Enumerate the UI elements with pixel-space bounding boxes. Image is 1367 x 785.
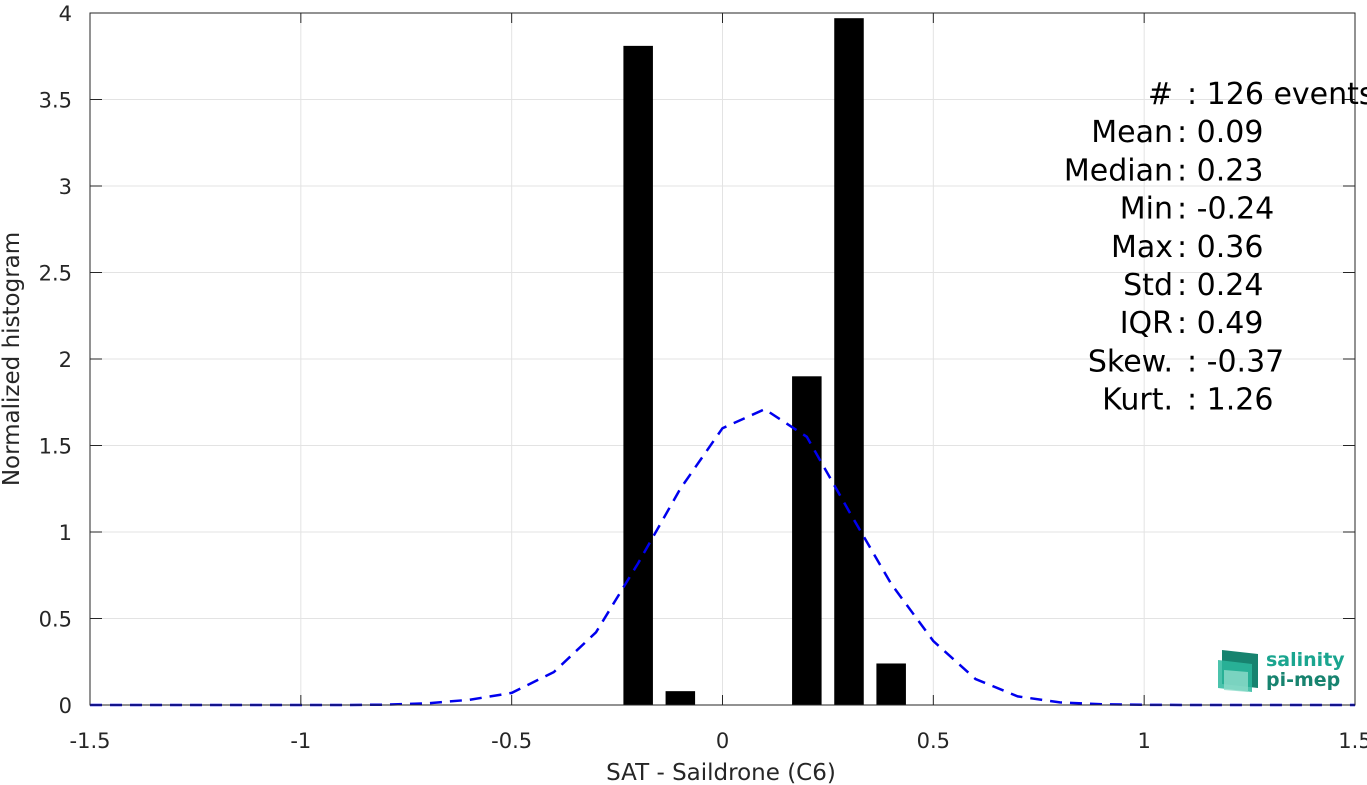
x-axis-ticks: -1.5 -1 -0.5 0 0.5 1 1.5 [70, 13, 1367, 753]
y-tick-label: 0.5 [39, 608, 72, 632]
salinity-pi-mep-logo: salinity pi-mep [1218, 649, 1345, 692]
stat-label: Mean [1091, 115, 1173, 150]
x-tick-label: 1.5 [1338, 729, 1367, 753]
x-tick-label: 1 [1137, 729, 1150, 753]
y-tick-label: 3.5 [39, 89, 72, 113]
y-tick-label: 2 [59, 348, 72, 372]
stat-value: : 0.24 [1177, 268, 1263, 303]
logo-line2: pi-mep [1266, 669, 1340, 691]
histogram-bar [834, 18, 864, 705]
stat-label: Std [1123, 268, 1173, 303]
x-axis-label: SAT - Saildrone (C6) [606, 760, 836, 785]
histogram-bars [623, 18, 906, 706]
y-tick-label: 2.5 [39, 262, 72, 286]
x-tick-label: -1 [290, 729, 311, 753]
y-axis-ticks: 0 0.5 1 1.5 2 2.5 3 3.5 4 [39, 2, 1355, 718]
x-tick-label: -0.5 [491, 729, 532, 753]
stat-label: Max [1111, 230, 1173, 265]
stat-value: : 126 events [1187, 77, 1367, 112]
y-tick-label: 1 [59, 521, 72, 545]
stat-label: # [1148, 77, 1173, 112]
stat-value: : 1.26 [1187, 383, 1273, 418]
stat-label: Min [1120, 192, 1173, 227]
y-tick-label: 4 [59, 2, 72, 26]
x-tick-label: 0.5 [917, 729, 950, 753]
x-tick-label: 0 [716, 729, 729, 753]
stat-value: : -0.24 [1177, 192, 1274, 227]
y-tick-label: 0 [59, 694, 72, 718]
stat-value: : -0.37 [1187, 344, 1284, 379]
y-tick-label: 1.5 [39, 435, 72, 459]
histogram-bar [623, 45, 653, 706]
stat-label: Kurt. [1102, 383, 1173, 418]
stat-label: Median [1064, 153, 1173, 188]
histogram-bar [665, 691, 696, 705]
y-tick-label: 3 [59, 175, 72, 199]
logo-waves-icon [1218, 650, 1258, 692]
histogram-bar [792, 376, 822, 705]
histogram-bar [876, 663, 906, 705]
stat-label: Skew. [1088, 344, 1173, 379]
stat-value: : 0.23 [1177, 153, 1263, 188]
stat-value: : 0.49 [1177, 306, 1263, 341]
logo-line1: salinity [1266, 649, 1345, 671]
stat-value: : 0.36 [1177, 230, 1263, 265]
x-tick-label: -1.5 [70, 729, 111, 753]
stat-label: IQR [1120, 306, 1173, 341]
stat-value: : 0.09 [1177, 115, 1263, 150]
y-axis-label: Normalized histogram [0, 232, 25, 486]
